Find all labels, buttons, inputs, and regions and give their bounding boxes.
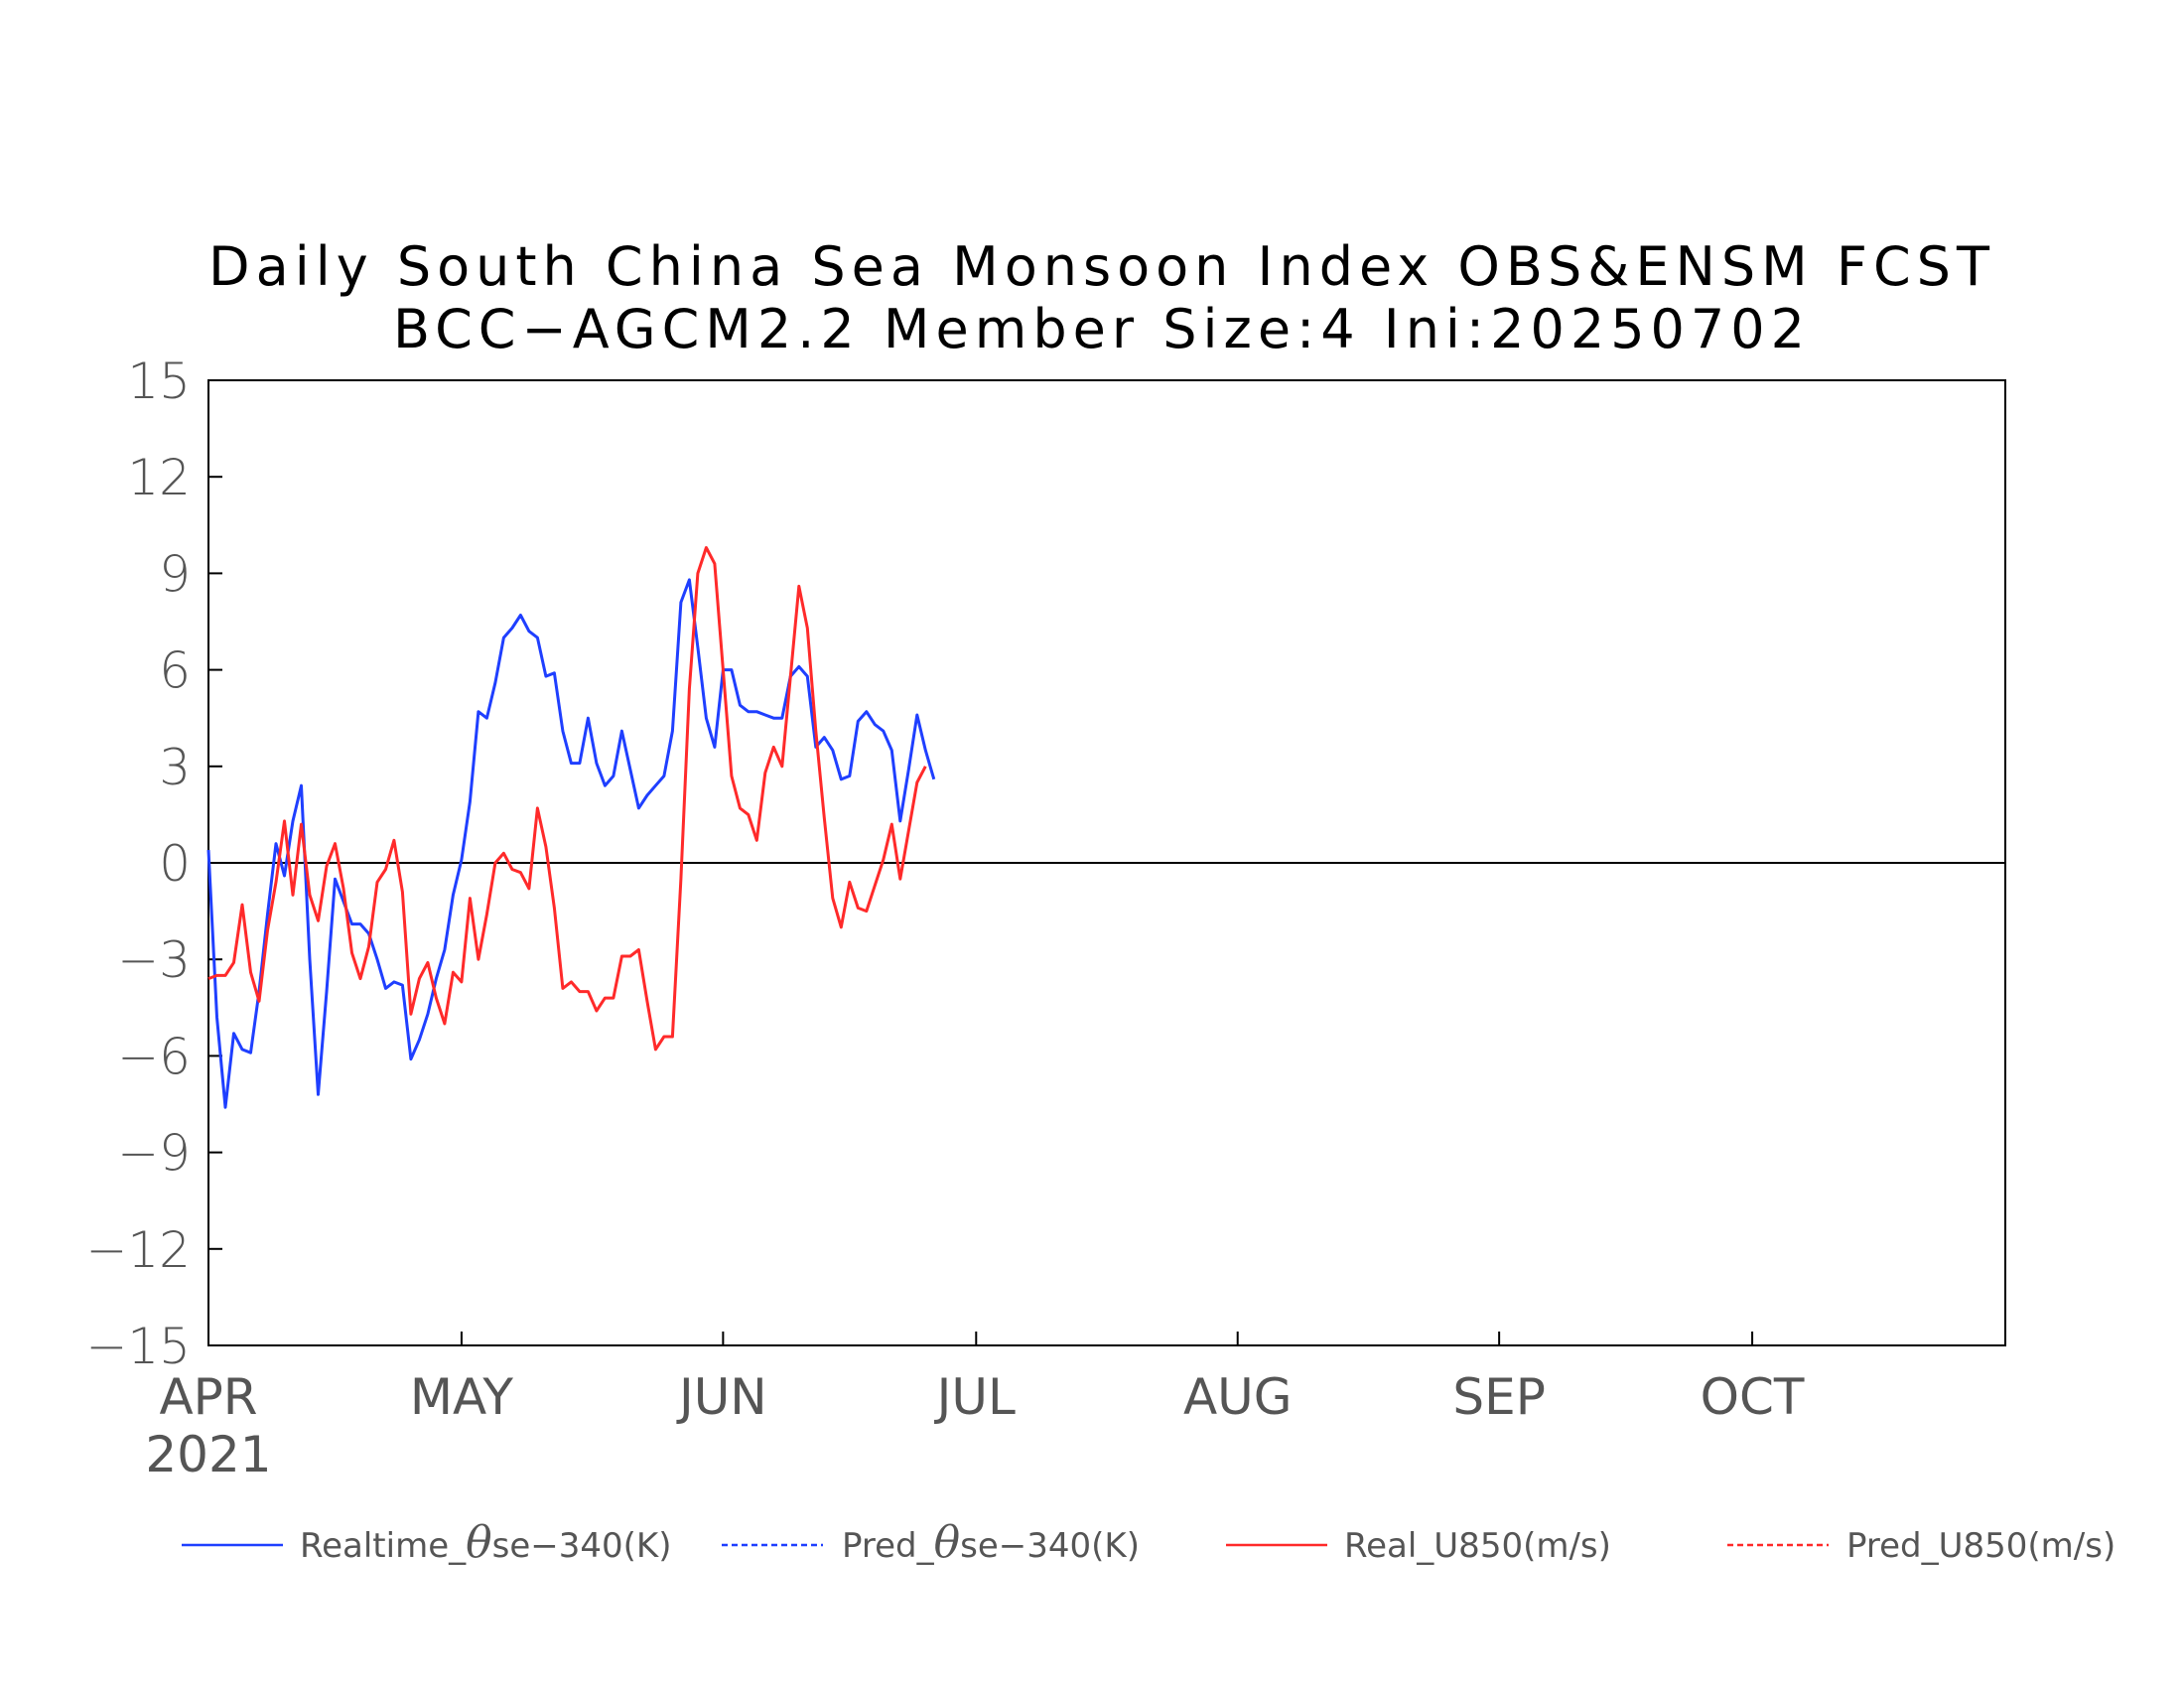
y-tick-label: −6 (117, 1028, 191, 1085)
y-tick-label: −12 (85, 1221, 191, 1279)
y-tick-label: −9 (117, 1125, 191, 1183)
series-line-realtime-se-340-k- (206, 578, 936, 1109)
legend-item-real-u850: Real_U850(m/s) (1226, 1526, 1611, 1566)
x-year-label: 2021 (145, 1426, 271, 1483)
y-tick-label: 6 (159, 642, 191, 700)
x-tick-label: OCT (1701, 1368, 1805, 1426)
y-tick-label: −3 (117, 931, 191, 989)
y-tick-label: 9 (159, 545, 191, 603)
y-tick-label: 15 (127, 352, 191, 410)
legend-label-pred-prefix: Pred_ (842, 1526, 935, 1566)
legend-item-pred-theta: Pred_θse−340(K) (722, 1517, 1140, 1568)
x-axis: APR MAY JUN JUL AUG SEP OCT (159, 1332, 1805, 1426)
legend-label-realtime-prefix: Realtime_ (300, 1526, 467, 1566)
x-tick-label: MAY (410, 1368, 513, 1426)
legend-item-pred-u850: Pred_U850(m/s) (1727, 1526, 2116, 1566)
svg-text:Pred_θse−340(K): Pred_θse−340(K) (842, 1517, 1140, 1568)
x-tick-label: AUG (1183, 1368, 1293, 1426)
y-axis: 15 12 9 6 3 0 −3 −6 −9 −12 −15 (85, 352, 222, 1375)
legend-label-real-u850: Real_U850(m/s) (1344, 1526, 1611, 1566)
theta-symbol: θ (466, 1517, 492, 1568)
legend-label-pred-suffix: se−340(K) (960, 1526, 1140, 1566)
x-tick-label: APR (159, 1368, 257, 1426)
series-layer (206, 546, 936, 1109)
y-tick-label: 3 (159, 739, 191, 796)
y-tick-label: 12 (127, 449, 191, 506)
x-tick-label: JUN (676, 1368, 767, 1426)
y-tick-label: −15 (85, 1318, 191, 1375)
chart-title-line2: BCC−AGCM2.2 Member Size:4 Ini:20250702 (393, 298, 1811, 360)
x-tick-label: JUL (934, 1368, 1016, 1426)
svg-text:Realtime_θse−340(K): Realtime_θse−340(K) (300, 1517, 671, 1568)
y-tick-label: 0 (159, 835, 191, 893)
legend: Realtime_θse−340(K) Pred_θse−340(K) Real… (182, 1517, 2116, 1568)
legend-label-pred-u850: Pred_U850(m/s) (1846, 1526, 2116, 1566)
legend-item-realtime-theta: Realtime_θse−340(K) (182, 1517, 671, 1568)
x-tick-label: SEP (1452, 1368, 1545, 1426)
chart-title-line1: Daily South China Sea Monsoon Index OBS&… (208, 235, 1995, 298)
series-line-real-u850-m-s- (207, 546, 927, 1052)
theta-symbol: θ (934, 1517, 961, 1568)
legend-label-realtime-suffix: se−340(K) (492, 1526, 672, 1566)
